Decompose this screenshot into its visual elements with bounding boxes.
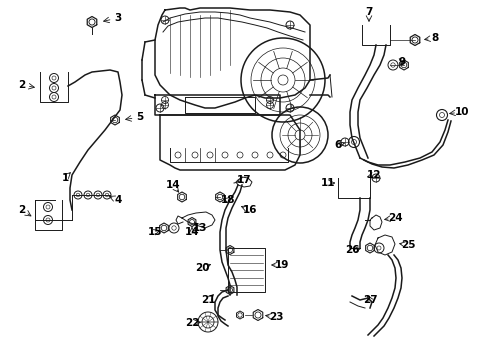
Text: 11: 11 <box>320 178 334 188</box>
Text: 25: 25 <box>400 240 414 250</box>
Text: 17: 17 <box>236 175 251 185</box>
Text: 19: 19 <box>274 260 288 270</box>
Text: 2: 2 <box>18 80 26 90</box>
Text: 16: 16 <box>242 205 257 215</box>
Text: 2: 2 <box>18 205 26 215</box>
Text: 21: 21 <box>200 295 215 305</box>
Text: 9: 9 <box>398 57 405 67</box>
Text: 10: 10 <box>454 107 469 117</box>
Text: 23: 23 <box>268 312 283 322</box>
Text: 14: 14 <box>166 180 180 190</box>
Text: 20: 20 <box>195 263 209 273</box>
Text: 1: 1 <box>61 173 68 183</box>
Text: 7: 7 <box>364 7 372 17</box>
Text: 15: 15 <box>148 227 162 237</box>
Text: 18: 18 <box>220 195 235 205</box>
Text: 27: 27 <box>362 295 377 305</box>
Text: 22: 22 <box>184 318 199 328</box>
Text: 5: 5 <box>136 112 143 122</box>
Text: 26: 26 <box>344 245 359 255</box>
Text: 6: 6 <box>333 140 341 150</box>
Text: 3: 3 <box>114 13 121 23</box>
Text: 4: 4 <box>114 195 121 205</box>
Text: 12: 12 <box>366 170 380 180</box>
Text: 13: 13 <box>192 223 207 233</box>
Text: 24: 24 <box>387 213 402 223</box>
Text: 8: 8 <box>430 33 438 43</box>
Text: 14: 14 <box>184 227 199 237</box>
